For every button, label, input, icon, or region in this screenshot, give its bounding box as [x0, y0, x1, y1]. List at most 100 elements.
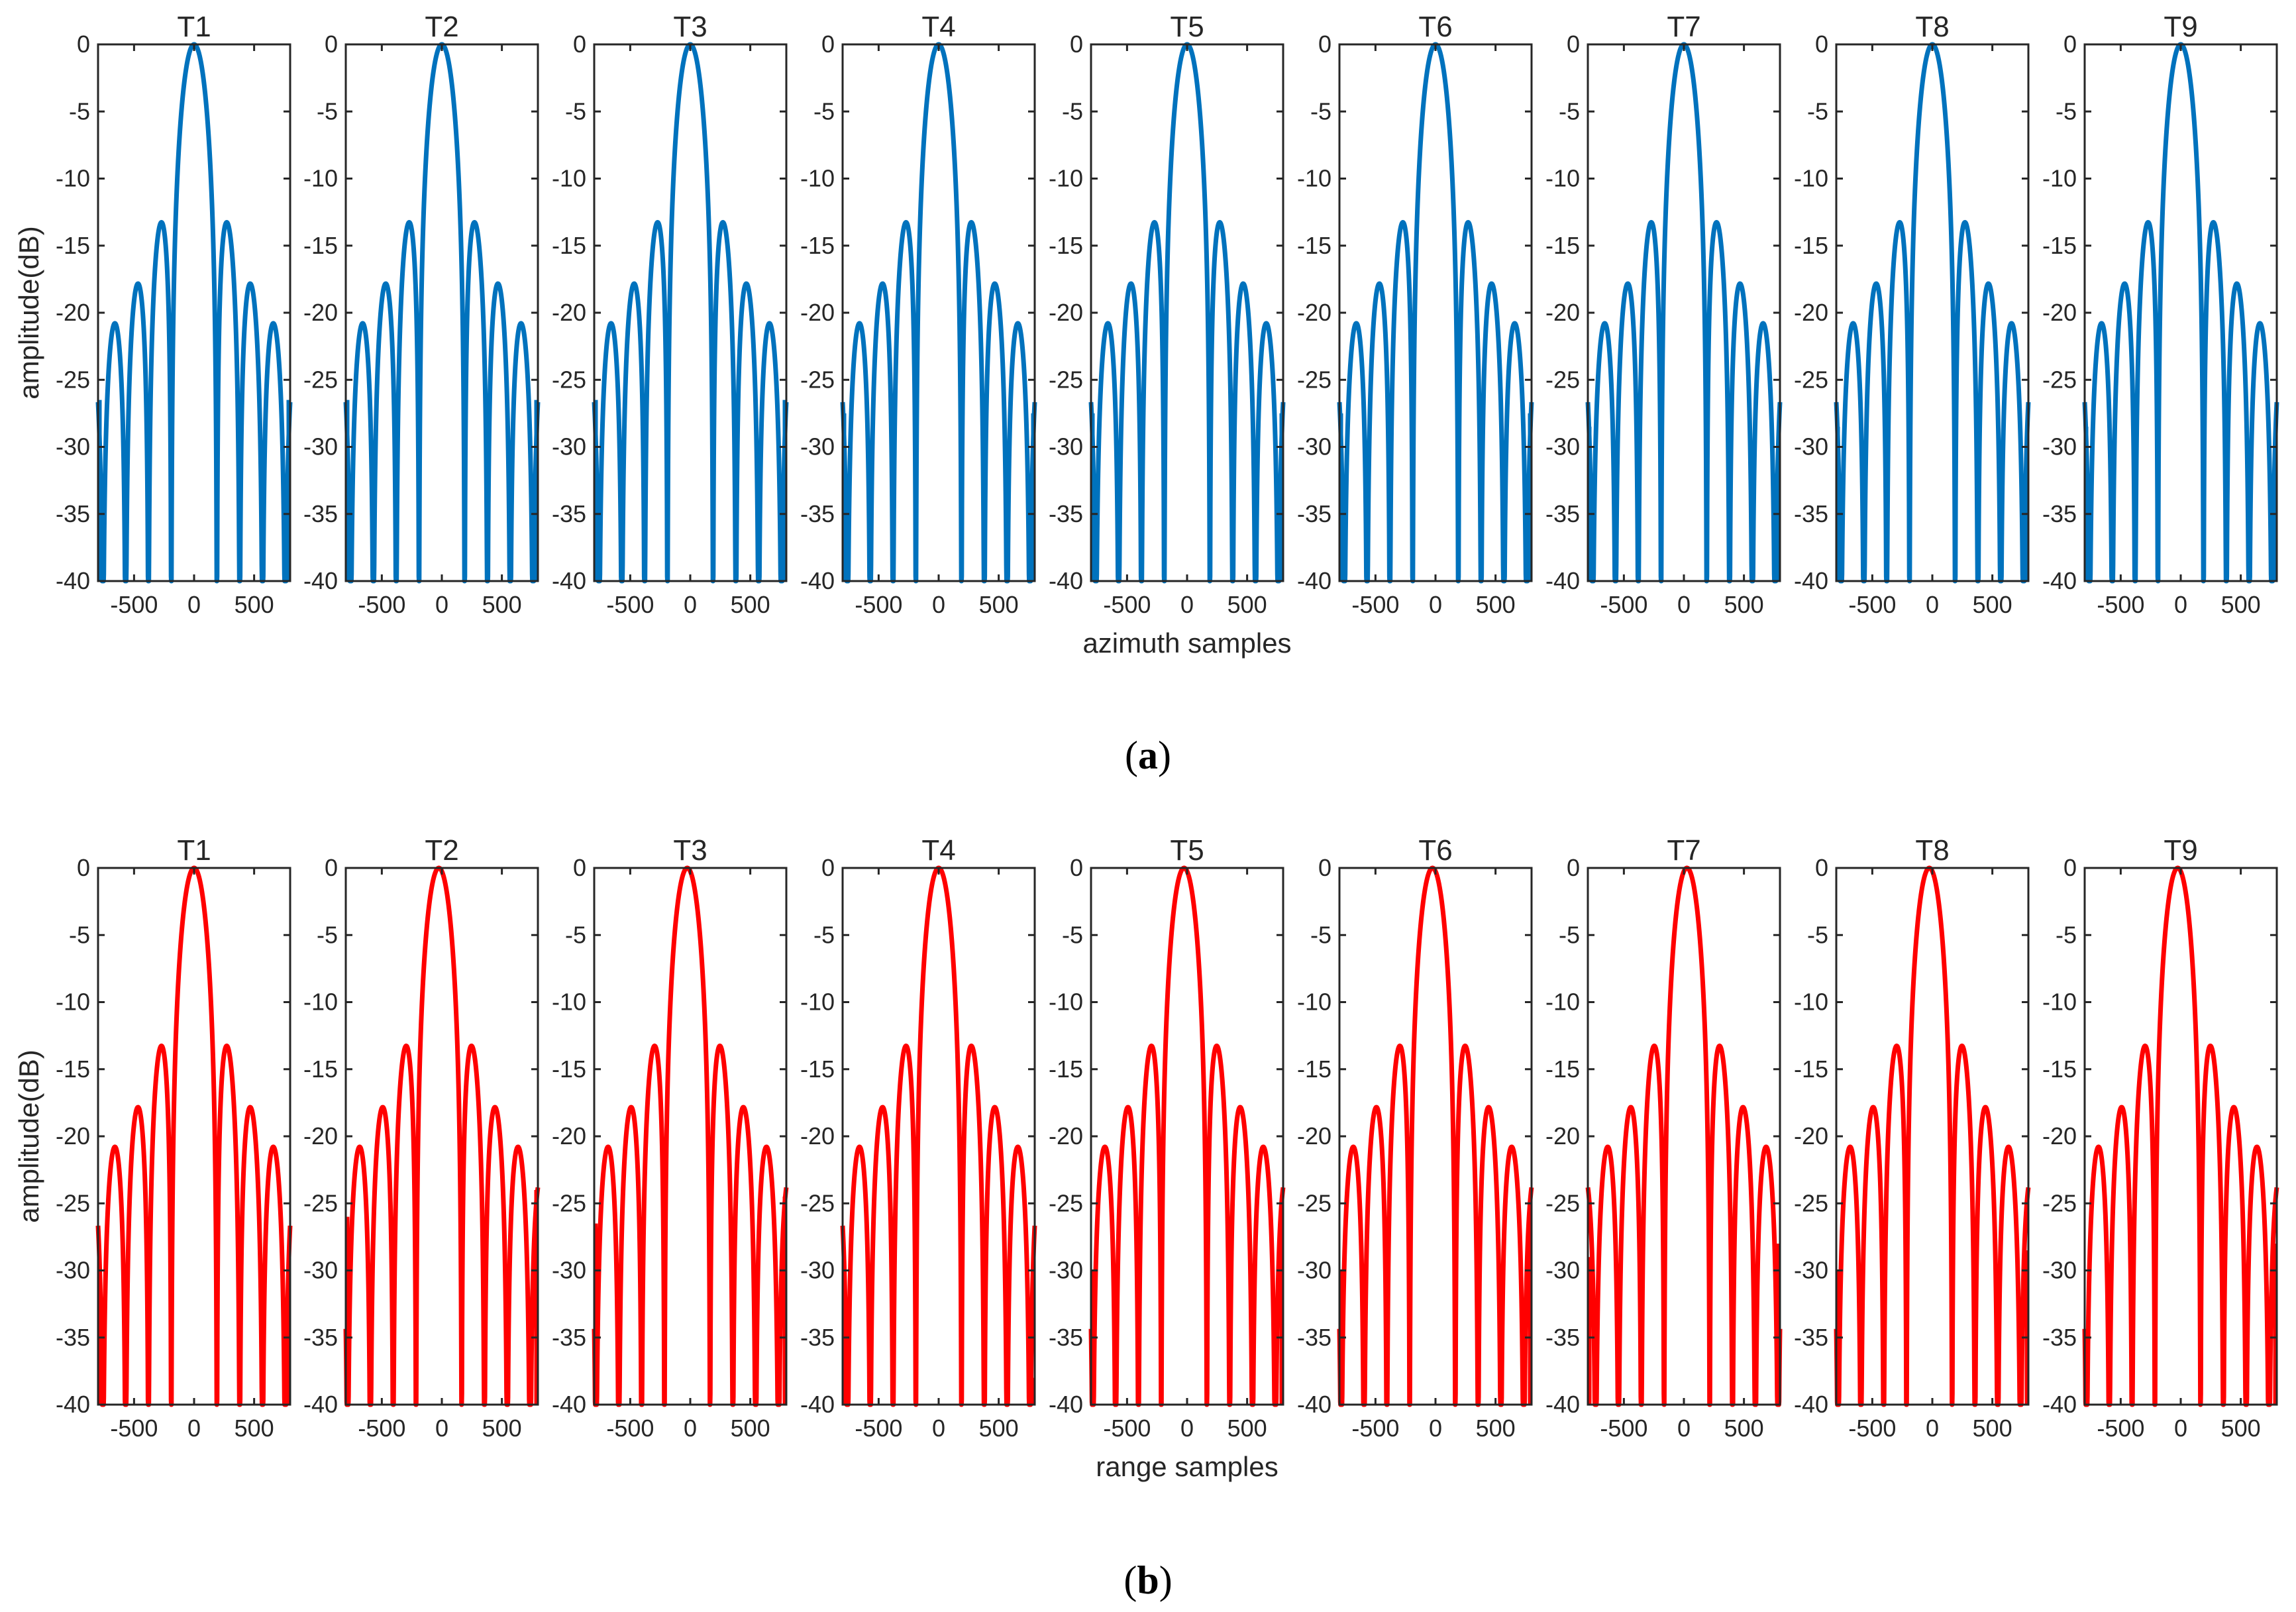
series-line — [1337, 865, 1534, 1407]
y-tick-label: 0 — [325, 854, 338, 881]
y-tick-label: -15 — [1049, 1055, 1083, 1083]
panel-title: T9 — [2164, 11, 2197, 43]
x-axis-label: azimuth samples — [1082, 627, 1291, 659]
y-tick-label: -5 — [317, 97, 338, 125]
y-tick-label: -5 — [1807, 921, 1828, 948]
y-tick-label: -20 — [2042, 299, 2077, 326]
y-tick-label: -35 — [800, 500, 835, 527]
x-tick-label: 0 — [187, 591, 201, 618]
chart-group-a: 0-5-10-15-20-25-30-35-40-500 0 500T10-5-10… — [13, 11, 2279, 777]
y-tick-label: -25 — [1794, 366, 1828, 393]
y-tick-label: -15 — [1545, 232, 1580, 259]
y-tick-label: -10 — [552, 989, 586, 1016]
x-tick-label: 500 — [1973, 1415, 2012, 1442]
y-tick-label: -30 — [1794, 433, 1828, 460]
y-tick-label: -30 — [1049, 433, 1083, 460]
y-tick-label: -30 — [1297, 433, 1331, 460]
y-tick-label: -40 — [1297, 567, 1331, 594]
panel-title: T1 — [177, 11, 211, 43]
panel-1-5: 0 -5 -10 -15 -20 -25 -30 -35 -40 -500 0 500 T6 — [1297, 834, 1534, 1442]
x-tick-label: 500 — [979, 1415, 1019, 1442]
panel-title: T3 — [673, 834, 707, 867]
x-tick-label: -500 — [606, 1415, 654, 1442]
x-tick-label: 500 — [1476, 591, 1516, 618]
panel-0-6: 0 -5 -10 -15 -20 -25 -30 -35 -40 -500 0 500 T7 — [1545, 11, 1783, 618]
y-tick-label: -10 — [2042, 989, 2077, 1016]
x-tick-label: 500 — [2221, 591, 2261, 618]
panel-title: T2 — [425, 834, 458, 867]
y-tick-label: -5 — [1062, 97, 1083, 125]
y-tick-label: -20 — [1049, 299, 1083, 326]
y-tick-label: -35 — [552, 1324, 586, 1351]
y-tick-label: -25 — [2042, 366, 2077, 393]
y-tick-label: -40 — [1545, 567, 1580, 594]
series-line — [2082, 42, 2279, 584]
y-tick-label: -15 — [2042, 232, 2077, 259]
series-line — [1585, 42, 1783, 584]
subfigure-caption: (a) — [1125, 733, 1171, 777]
y-tick-label: 0 — [1070, 854, 1083, 881]
y-tick-label: -30 — [1794, 1257, 1828, 1284]
y-tick-label: -10 — [552, 165, 586, 192]
x-tick-label: 500 — [1973, 591, 2012, 618]
y-tick-label: -40 — [1049, 567, 1083, 594]
y-tick-label: -30 — [303, 1257, 338, 1284]
y-tick-label: 0 — [77, 30, 90, 58]
y-tick-label: -35 — [1049, 500, 1083, 527]
y-tick-label: -15 — [1545, 1055, 1580, 1083]
series-line — [592, 42, 789, 584]
y-tick-label: -15 — [1794, 1055, 1828, 1083]
x-tick-label: 0 — [2174, 1415, 2187, 1442]
y-tick-label: -35 — [56, 500, 90, 527]
y-tick-label: -35 — [552, 500, 586, 527]
x-tick-label: 0 — [684, 1415, 697, 1442]
y-tick-label: -5 — [813, 97, 835, 125]
y-tick-label: -5 — [1559, 97, 1580, 125]
y-tick-label: -40 — [1545, 1391, 1580, 1418]
y-tick-label: -15 — [56, 232, 90, 259]
panel-1-6: 0 -5 -10 -15 -20 -25 -30 -35 -40 -500 0 500 T7 — [1545, 834, 1783, 1442]
y-tick-label: -25 — [1049, 366, 1083, 393]
y-tick-label: -15 — [303, 1055, 338, 1083]
y-tick-label: -20 — [303, 299, 338, 326]
y-tick-label: -40 — [800, 1391, 835, 1418]
x-tick-label: 500 — [1476, 1415, 1516, 1442]
y-tick-label: -40 — [56, 1391, 90, 1418]
y-tick-label: -20 — [1794, 299, 1828, 326]
series-line — [1834, 865, 2031, 1407]
y-tick-label: -10 — [800, 165, 835, 192]
x-tick-label: 500 — [1724, 1415, 1764, 1442]
x-tick-label: 0 — [435, 591, 448, 618]
y-tick-label: -25 — [552, 366, 586, 393]
y-tick-label: -15 — [56, 1055, 90, 1083]
x-tick-label: 500 — [979, 591, 1019, 618]
y-tick-label: -40 — [2042, 1391, 2077, 1418]
y-tick-label: 0 — [1567, 854, 1580, 881]
panel-title: T3 — [673, 11, 707, 43]
series-line — [1834, 42, 2031, 584]
x-tick-label: -500 — [110, 591, 158, 618]
y-tick-label: 0 — [2063, 30, 2077, 58]
y-tick-label: -15 — [2042, 1055, 2077, 1083]
panel-title: T1 — [177, 834, 211, 867]
x-tick-label: 500 — [1227, 591, 1267, 618]
y-tick-label: -20 — [552, 1122, 586, 1150]
y-tick-label: 0 — [77, 854, 90, 881]
y-tick-label: -40 — [1297, 1391, 1331, 1418]
y-tick-label: -30 — [56, 1257, 90, 1284]
y-tick-label: -20 — [56, 1122, 90, 1150]
y-tick-label: -10 — [1794, 989, 1828, 1016]
y-tick-label: -30 — [1545, 1257, 1580, 1284]
y-tick-label: -20 — [56, 299, 90, 326]
panel-0-2: 0 -5 -10 -15 -20 -25 -30 -35 -40 -500 0 500 T3 — [552, 11, 789, 618]
x-tick-label: 0 — [1429, 591, 1442, 618]
x-tick-label: -500 — [606, 591, 654, 618]
y-tick-label: -15 — [1297, 232, 1331, 259]
y-tick-label: -35 — [1794, 500, 1828, 527]
y-tick-label: -40 — [1049, 1391, 1083, 1418]
y-tick-label: -35 — [2042, 500, 2077, 527]
panel-1-1: 0 -5 -10 -15 -20 -25 -30 -35 -40 -500 0 500 T2 — [303, 834, 541, 1442]
y-tick-label: -25 — [56, 1189, 90, 1216]
y-tick-label: 0 — [573, 854, 586, 881]
